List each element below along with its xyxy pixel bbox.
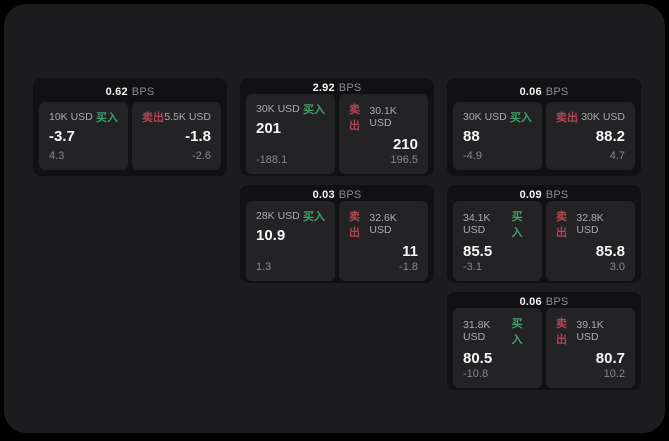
bps-unit: BPS: [338, 82, 362, 94]
sell-delta: 10.2: [603, 368, 625, 380]
sell-size: 32.6K USD: [369, 212, 397, 236]
sell-delta: 4.7: [609, 150, 625, 162]
sell-quote-tile[interactable]: 卖出 30K USD 88.2 4.7: [546, 102, 635, 170]
buy-quote-tile[interactable]: 31.8K USD 买入 80.5 -10.8: [453, 308, 542, 388]
sell-price: 210: [392, 136, 418, 153]
buy-tag: 买入: [303, 211, 325, 223]
sell-tag: 卖出: [556, 211, 567, 239]
bps-header: 0.62 BPS: [39, 82, 221, 102]
buy-size: 30K USD: [256, 103, 300, 115]
bps-unit: BPS: [545, 296, 569, 308]
buy-price: 80.5: [463, 350, 493, 367]
bps-value: 0.06: [519, 86, 542, 98]
sell-tag: 卖出: [142, 112, 164, 124]
sell-price: 80.7: [595, 350, 625, 367]
sell-price: 11: [402, 243, 418, 260]
buy-tag: 买入: [303, 104, 325, 116]
sell-price: 85.8: [595, 243, 625, 260]
bps-unit: BPS: [545, 189, 569, 201]
quote-card: 2.92 BPS 30K USD 买入 201 -188.1 卖出 30.1K …: [240, 78, 434, 176]
buy-size: 28K USD: [256, 210, 300, 222]
bps-unit: BPS: [338, 189, 362, 201]
bps-value: 0.09: [519, 189, 542, 201]
buy-size: 31.8K USD: [463, 319, 491, 343]
sell-size: 32.8K USD: [576, 212, 604, 236]
buy-quote-tile[interactable]: 34.1K USD 买入 85.5 -3.1: [453, 201, 542, 281]
buy-size: 30K USD: [463, 111, 507, 123]
buy-tag: 买入: [510, 112, 532, 124]
bps-value: 0.62: [105, 86, 128, 98]
buy-tag: 买入: [96, 112, 118, 124]
buy-quote-tile[interactable]: 28K USD 买入 10.9 1.3: [246, 201, 335, 281]
sell-tag: 卖出: [556, 318, 567, 346]
bps-value: 2.92: [312, 82, 335, 94]
sell-delta: -1.8: [399, 261, 418, 273]
quote-card: 0.06 BPS 30K USD 买入 88 -4.9 卖出 30K USD: [447, 78, 641, 176]
buy-delta: -4.9: [463, 150, 482, 162]
buy-price: 201: [256, 120, 282, 137]
sell-quote-tile[interactable]: 卖出 5.5K USD -1.8 -2.6: [132, 102, 221, 170]
buy-size: 10K USD: [49, 111, 93, 123]
sell-size: 30.1K USD: [369, 105, 397, 129]
buy-price: 10.9: [256, 227, 286, 244]
buy-size: 34.1K USD: [463, 212, 491, 236]
sell-tag: 卖出: [349, 211, 360, 239]
bps-header: 0.09 BPS: [453, 189, 635, 201]
buy-tag: 买入: [511, 211, 523, 239]
buy-price: 88: [463, 128, 480, 145]
sell-size: 5.5K USD: [164, 111, 211, 123]
buy-tag: 买入: [511, 318, 523, 346]
buy-quote-tile[interactable]: 30K USD 买入 88 -4.9: [453, 102, 542, 170]
quote-card: 0.03 BPS 28K USD 买入 10.9 1.3 卖出 32.6K US…: [240, 185, 434, 283]
sell-quote-tile[interactable]: 卖出 39.1K USD 80.7 10.2: [546, 308, 635, 388]
quotes-panel: 0.62 BPS 10K USD 买入 -3.7 4.3 卖出 5.5K USD: [4, 4, 665, 433]
buy-delta: -10.8: [463, 368, 489, 380]
sell-price: 88.2: [595, 128, 625, 145]
buy-price: -3.7: [49, 128, 75, 145]
buy-quote-tile[interactable]: 30K USD 买入 201 -188.1: [246, 94, 335, 174]
bps-unit: BPS: [545, 86, 569, 98]
bps-header: 0.03 BPS: [246, 189, 428, 201]
sell-price: -1.8: [185, 128, 211, 145]
buy-delta: 4.3: [49, 150, 65, 162]
sell-tag: 卖出: [556, 112, 578, 124]
buy-quote-tile[interactable]: 10K USD 买入 -3.7 4.3: [39, 102, 128, 170]
quote-card: 0.62 BPS 10K USD 买入 -3.7 4.3 卖出 5.5K USD: [33, 78, 227, 176]
buy-delta: -188.1: [256, 154, 288, 166]
bps-unit: BPS: [131, 86, 155, 98]
sell-tag: 卖出: [349, 104, 360, 132]
buy-price: 85.5: [463, 243, 493, 260]
buy-delta: 1.3: [256, 261, 272, 273]
bps-value: 0.06: [519, 296, 542, 308]
sell-delta: 3.0: [609, 261, 625, 273]
quote-grid: 0.62 BPS 10K USD 买入 -3.7 4.3 卖出 5.5K USD: [33, 78, 665, 390]
sell-quote-tile[interactable]: 卖出 30.1K USD 210 196.5: [339, 94, 428, 174]
buy-delta: -3.1: [463, 261, 482, 273]
bps-header: 0.06 BPS: [453, 82, 635, 102]
bps-header: 2.92 BPS: [246, 82, 428, 94]
sell-quote-tile[interactable]: 卖出 32.8K USD 85.8 3.0: [546, 201, 635, 281]
sell-delta: 196.5: [390, 154, 418, 166]
quote-card: 0.06 BPS 31.8K USD 买入 80.5 -10.8 卖出 39.1…: [447, 292, 641, 390]
bps-value: 0.03: [312, 189, 335, 201]
quote-card: 0.09 BPS 34.1K USD 买入 85.5 -3.1 卖出 32.8K…: [447, 185, 641, 283]
bps-header: 0.06 BPS: [453, 296, 635, 308]
sell-delta: -2.6: [192, 150, 211, 162]
sell-size: 30K USD: [581, 111, 625, 123]
sell-size: 39.1K USD: [576, 319, 604, 343]
sell-quote-tile[interactable]: 卖出 32.6K USD 11 -1.8: [339, 201, 428, 281]
